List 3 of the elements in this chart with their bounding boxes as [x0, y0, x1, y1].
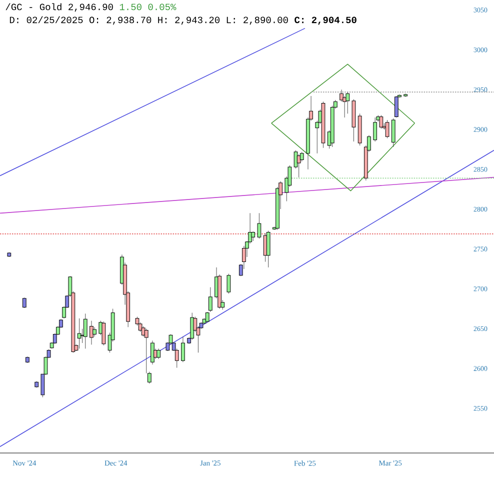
chart-title: /GC - Gold 2,946.90: [6, 3, 113, 12]
annotation: 1.50 0.05%: [120, 4, 176, 10]
text: D: 02/25/2025 O: 2,938.70 H: 2,943.20 L: 2,890.00 C: 2,904.50: [10, 16, 356, 25]
